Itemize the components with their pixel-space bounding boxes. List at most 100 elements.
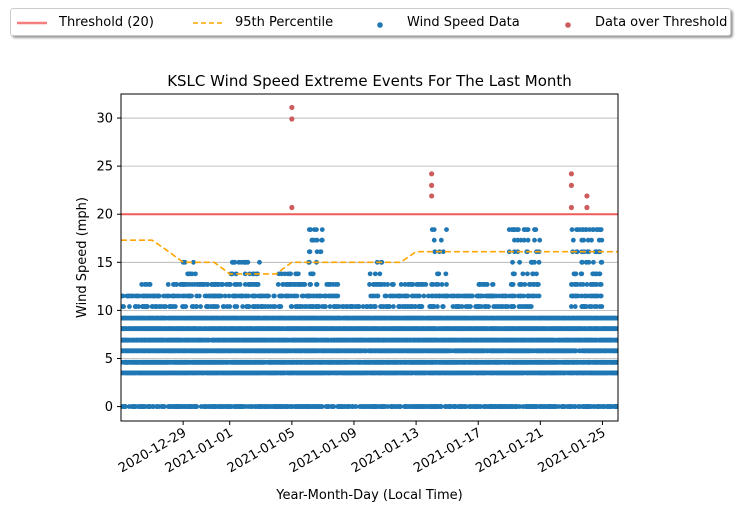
threshold-line-swatch: [17, 21, 47, 25]
wind-speed-point: [335, 282, 341, 287]
wind-speed-data-points: [121, 227, 618, 409]
wind-speed-point: [198, 304, 203, 309]
wind-speed-point: [419, 304, 425, 309]
wind-speed-point: [372, 304, 378, 309]
wind-speed-point: [257, 259, 262, 265]
wind-speed-point: [227, 282, 233, 287]
wind-speed-point: [436, 271, 442, 277]
wind-speed-point: [440, 304, 446, 309]
wind-speed-point: [511, 304, 517, 309]
wind-speed-point: [183, 304, 189, 309]
wind-speed-point: [416, 293, 422, 299]
wind-speed-point: [435, 304, 440, 309]
wind-speed-point: [319, 227, 325, 233]
wind-speed-point: [569, 227, 575, 233]
wind-speed-point: [307, 249, 313, 255]
wind-speed-point: [156, 293, 162, 299]
wind-speed-point: [145, 304, 150, 309]
wind-speed-point: [536, 282, 541, 287]
wind-speed-point: [172, 304, 178, 309]
wind-speed-point: [278, 304, 284, 309]
wind-speed-point: [294, 293, 300, 299]
wind-speed-point: [234, 304, 240, 309]
wind-speed-point: [255, 282, 261, 287]
wind-speed-point: [123, 404, 128, 409]
wind-speed-point: [295, 271, 301, 277]
wind-speed-point: [375, 293, 381, 299]
wind-speed-point: [308, 282, 314, 287]
legend-label-data-over-threshold: Data over Threshold: [595, 15, 728, 30]
wind-speed-point: [537, 237, 543, 243]
wind-speed-point: [533, 227, 539, 233]
wind-speed-point: [391, 282, 396, 287]
wind-speed-point: [272, 304, 278, 309]
wind-speed-point: [182, 259, 188, 265]
wind-speed-point: [245, 259, 251, 265]
wind-speed-point: [271, 293, 277, 299]
wind-speed-point: [222, 293, 228, 299]
wind-speed-point: [512, 271, 517, 277]
wind-speed-point: [246, 304, 252, 309]
wind-speed-point: [391, 304, 396, 309]
wind-speed-point: [484, 282, 490, 287]
wind-speed-point: [431, 237, 437, 243]
wind-speed-point: [314, 282, 320, 287]
wind-speed-point: [240, 304, 246, 309]
wind-speed-point: [215, 304, 220, 309]
wind-speed-point: [314, 237, 320, 243]
wind-speed-point: [127, 304, 132, 309]
wind-speed-point: [275, 282, 281, 287]
wind-speed-point: [468, 304, 473, 309]
wind-speed-point: [310, 271, 316, 277]
wind-speed-point: [377, 271, 383, 277]
wind-speed-point: [314, 227, 319, 233]
wind-speed-point: [517, 259, 523, 265]
wind-speed-point: [444, 282, 449, 287]
wind-speed-point: [423, 282, 429, 287]
wind-speed-point: [443, 271, 449, 277]
wind-speed-point: [194, 404, 200, 409]
wind-speed-point: [490, 282, 496, 287]
wind-speed-point: [486, 304, 491, 309]
wind-speed-point: [220, 282, 226, 287]
wind-speed-point: [335, 293, 341, 299]
wind-speed-point: [226, 293, 232, 299]
wind-speed-point: [161, 404, 167, 409]
wind-speed-point: [194, 304, 200, 309]
wind-speed-point: [515, 227, 521, 233]
wind-speed-point: [525, 271, 530, 277]
wind-speed-point: [237, 282, 243, 287]
wind-speed-point: [163, 304, 169, 309]
wind-speed-point: [121, 304, 126, 309]
wind-speed-point: [522, 282, 528, 287]
wind-speed-point: [510, 282, 516, 287]
wind-speed-point: [288, 271, 293, 277]
wind-speed-point: [232, 259, 238, 265]
wind-speed-point: [572, 304, 578, 309]
wind-speed-point: [302, 282, 308, 287]
wind-speed-point: [136, 304, 141, 309]
wind-speed-point: [266, 293, 271, 299]
wind-speed-point: [196, 293, 202, 299]
wind-speed-point: [570, 237, 576, 243]
wind-speed-point: [405, 293, 411, 299]
wind-speed-point: [525, 227, 531, 233]
wind-speed-point: [193, 271, 198, 277]
wind-speed-point: [189, 293, 194, 299]
wind-speed-point: [367, 271, 373, 277]
legend-label-threshold: Threshold (20): [59, 15, 154, 30]
over-threshold-marker-swatch: [565, 22, 571, 28]
wind-speed-point: [385, 282, 391, 287]
wind-speed-point: [528, 304, 534, 309]
wind-speed-point: [319, 237, 325, 243]
wind-speed-point: [165, 282, 171, 287]
wind-speed-point: [431, 227, 437, 233]
wind-speed-point: [121, 293, 126, 299]
wind-speed-point: [525, 237, 531, 243]
legend: Threshold (20) 95th Percentile Wind Spee…: [10, 8, 731, 36]
wind-speed-point: [532, 259, 537, 265]
wind-speed-point: [218, 293, 224, 299]
wind-speed-point: [536, 293, 542, 299]
wind-speed-point: [536, 259, 542, 265]
